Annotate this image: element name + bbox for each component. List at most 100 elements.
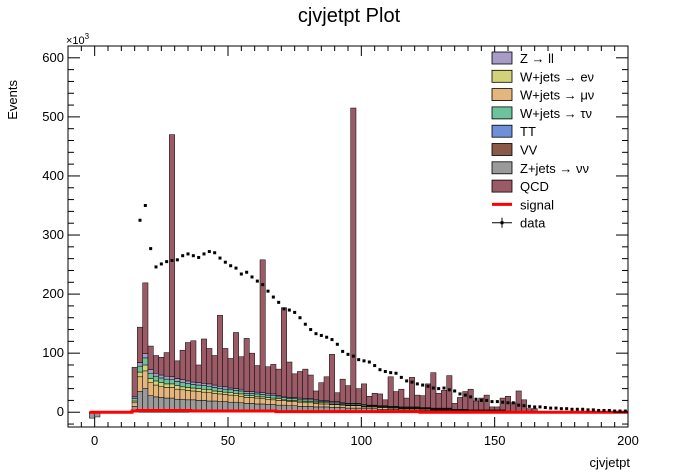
bar bbox=[137, 362, 143, 367]
bar bbox=[185, 342, 191, 382]
bar bbox=[313, 403, 319, 408]
series-w-jets-e- bbox=[131, 364, 453, 411]
data-point bbox=[554, 406, 558, 410]
bar bbox=[179, 386, 186, 391]
data-point bbox=[245, 270, 249, 274]
bar bbox=[329, 404, 335, 408]
bar bbox=[158, 377, 165, 383]
bar bbox=[430, 372, 437, 409]
data-point bbox=[597, 408, 601, 412]
bar bbox=[270, 397, 277, 401]
bar bbox=[286, 361, 293, 398]
legend-item: QCD bbox=[491, 179, 549, 194]
data-point bbox=[165, 260, 169, 264]
bar bbox=[217, 388, 223, 392]
legend-swatch bbox=[491, 179, 513, 193]
bar bbox=[195, 388, 202, 392]
data-series bbox=[138, 203, 627, 413]
bar bbox=[286, 398, 293, 401]
bar bbox=[329, 354, 335, 402]
bar bbox=[382, 399, 389, 406]
y-tick-label: 100 bbox=[42, 345, 64, 360]
x-tick-label: 100 bbox=[350, 433, 372, 448]
data-point bbox=[405, 379, 409, 383]
data-point bbox=[186, 252, 190, 256]
bar bbox=[259, 398, 266, 405]
legend-label: W+jets → τν bbox=[520, 106, 592, 121]
bar bbox=[185, 390, 191, 401]
bar bbox=[467, 388, 474, 411]
bar bbox=[259, 396, 266, 399]
stacked-histogram bbox=[89, 107, 628, 419]
data-point bbox=[458, 392, 462, 396]
data-point bbox=[319, 333, 323, 337]
bar bbox=[259, 394, 266, 398]
legend-item: W+jets → eν bbox=[491, 69, 594, 84]
bar bbox=[147, 345, 154, 370]
data-point bbox=[314, 332, 318, 336]
data-point bbox=[533, 405, 537, 409]
data-point bbox=[538, 405, 542, 409]
bar bbox=[222, 388, 229, 393]
bar bbox=[377, 393, 383, 406]
data-point bbox=[229, 264, 233, 268]
bar bbox=[169, 383, 175, 388]
bar bbox=[457, 397, 463, 410]
bar bbox=[233, 393, 239, 396]
legend-item: TT bbox=[491, 124, 536, 139]
data-point bbox=[202, 252, 206, 256]
bar bbox=[259, 392, 266, 395]
bar bbox=[147, 372, 154, 379]
bar bbox=[371, 393, 378, 406]
bar bbox=[238, 356, 245, 390]
bar bbox=[281, 397, 287, 400]
bar bbox=[190, 384, 197, 389]
bar bbox=[163, 352, 170, 377]
bar bbox=[297, 398, 303, 402]
bar bbox=[227, 389, 234, 393]
bar bbox=[254, 391, 261, 395]
bar bbox=[142, 364, 149, 372]
bar bbox=[489, 406, 495, 411]
bar bbox=[318, 403, 325, 408]
bar bbox=[361, 406, 367, 409]
bar bbox=[339, 378, 346, 404]
legend-item: data bbox=[492, 216, 546, 231]
bar bbox=[142, 357, 149, 366]
bar bbox=[238, 390, 245, 395]
data-point bbox=[463, 393, 467, 397]
data-point bbox=[421, 383, 425, 387]
data-point bbox=[298, 316, 302, 320]
bar bbox=[350, 405, 357, 409]
legend-item: Z → ll bbox=[491, 51, 554, 66]
data-point bbox=[239, 272, 243, 276]
data-point bbox=[389, 371, 393, 375]
bar bbox=[190, 387, 197, 392]
bar bbox=[222, 348, 229, 388]
bar bbox=[409, 377, 415, 408]
y-tick-label: 500 bbox=[42, 109, 64, 124]
bar bbox=[201, 391, 207, 401]
bar bbox=[281, 307, 287, 397]
bar bbox=[163, 383, 170, 388]
x-axis: 0 50 100 150 200 bbox=[67, 46, 639, 448]
data-point bbox=[255, 279, 259, 283]
data-point bbox=[261, 283, 265, 287]
y-tick-label: 0 bbox=[57, 404, 64, 419]
bar bbox=[147, 382, 154, 396]
legend-swatch bbox=[491, 161, 513, 175]
data-point bbox=[271, 295, 275, 299]
data-point bbox=[399, 375, 403, 379]
data-point bbox=[213, 251, 217, 255]
data-point bbox=[506, 401, 510, 405]
chart-title: cjvjetpt Plot bbox=[298, 5, 401, 27]
bar bbox=[254, 393, 261, 397]
bar bbox=[190, 381, 197, 385]
data-point bbox=[309, 328, 313, 332]
bar bbox=[387, 376, 394, 407]
bar bbox=[222, 391, 229, 395]
bar bbox=[233, 388, 239, 391]
bar bbox=[249, 397, 255, 404]
bar bbox=[190, 340, 197, 383]
